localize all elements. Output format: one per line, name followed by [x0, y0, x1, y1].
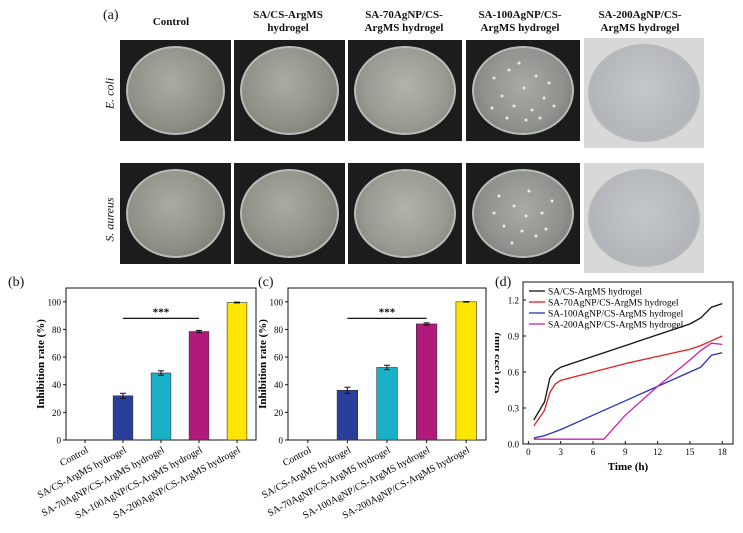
- col-label-line: ArgMS hydrogel: [600, 22, 680, 34]
- x-tick-label: 18: [718, 447, 728, 457]
- y-tick-label: 80: [52, 325, 62, 335]
- y-tick-label: 0.6: [508, 368, 520, 378]
- bar: [188, 331, 210, 441]
- photo-saureus-control: [120, 163, 231, 264]
- y-tick-label: 0: [57, 436, 62, 446]
- series-line: [533, 302, 723, 421]
- y-tick-label: 40: [274, 380, 284, 390]
- x-tick-label: 15: [685, 447, 695, 457]
- y-tick-label: 60: [274, 353, 284, 363]
- y-tick-label: 40: [52, 380, 62, 390]
- series-line: [533, 335, 723, 427]
- photo-ecoli-sa-cs: [234, 40, 345, 141]
- plot-frame: [522, 281, 734, 445]
- panel-a-letter: (a): [103, 8, 119, 23]
- x-axis-label: Time (h): [608, 461, 649, 473]
- col-label-line: SA-100AgNP/CS-: [478, 9, 562, 21]
- petri-dish: [240, 169, 339, 258]
- bar: [226, 302, 248, 441]
- y-axis-label: Inhibition rate (%): [258, 319, 269, 409]
- petri-dish: [472, 46, 574, 135]
- od-chart-d: 0 3 6 9 12 15 18 0.0 0.3 0.6 0.9 1.2 Time (h) OD (595…: [495, 281, 734, 473]
- legend-label: SA-200AgNP/CS-ArgMS hydrogel: [548, 321, 684, 331]
- legend-label: SA-70AgNP/CS-ArgMS hydrogel: [548, 299, 679, 309]
- col-label-line: Control: [152, 16, 190, 28]
- y-tick-label: 60: [52, 353, 62, 363]
- y-tick-label: 1.2: [508, 296, 519, 306]
- legend-label: SA-100AgNP/CS-ArgMS hydrogel: [548, 310, 684, 320]
- x-tick-label: 9: [623, 447, 628, 457]
- y-tick-label: 100: [48, 297, 62, 307]
- y-axis-label: Inhibition rate (%): [35, 319, 47, 409]
- y-tick-label: 20: [52, 408, 62, 418]
- photo-ecoli-control: [120, 40, 231, 141]
- y-tick-label: 0.3: [508, 404, 520, 414]
- col-label-sa-cs: SA/CS-ArgMS hydrogel: [234, 9, 342, 35]
- colony-dots: [492, 189, 554, 245]
- row-label-saureus: S. aureus: [102, 197, 117, 242]
- x-tick-label: 0: [526, 447, 531, 457]
- row-label-ecoli: E. coli: [102, 77, 117, 110]
- significance-label: ***: [153, 306, 170, 318]
- panel-d-letter: (d): [495, 275, 512, 290]
- photo-ecoli-sa-100: [466, 40, 580, 141]
- petri-dish: [126, 46, 225, 135]
- colony-dots: [490, 61, 556, 122]
- photo-saureus-sa-70: [348, 163, 462, 264]
- photo-ecoli-sa-70: [348, 40, 462, 141]
- col-label-sa-200: SA-200AgNP/CS- ArgMS hydrogel: [584, 9, 696, 35]
- series-line: [533, 352, 723, 439]
- x-tick-label: 3: [558, 447, 563, 457]
- bar: [150, 372, 172, 441]
- panel-b-letter: (b): [8, 275, 25, 290]
- petri-dish: [126, 169, 225, 258]
- bar: [376, 367, 398, 441]
- col-label-control: Control: [121, 16, 221, 29]
- petri-dish: [588, 169, 700, 267]
- bar: [416, 323, 438, 441]
- legend-label: SA/CS-ArgMS hydrogel: [548, 288, 642, 298]
- bar: [112, 395, 134, 441]
- col-label-line: hydrogel: [267, 22, 309, 34]
- col-label-sa-70: SA-70AgNP/CS- ArgMS hydrogel: [348, 9, 460, 35]
- col-label-line: ArgMS hydrogel: [364, 22, 444, 34]
- petri-dish: [588, 44, 700, 142]
- petri-dish: [240, 46, 339, 135]
- photo-ecoli-sa-200: [584, 38, 704, 148]
- panel-c-letter: (c): [258, 275, 274, 290]
- photo-saureus-sa-cs: [234, 163, 345, 264]
- y-tick-label: 0.9: [508, 332, 520, 342]
- y-tick-label: 0.0: [508, 440, 520, 450]
- col-label-line: SA/CS-ArgMS: [253, 9, 323, 21]
- bar: [336, 389, 358, 441]
- col-label-line: SA-70AgNP/CS-: [365, 9, 443, 21]
- petri-dish: [472, 169, 574, 258]
- significance-label: ***: [379, 306, 396, 318]
- y-tick-label: 20: [274, 408, 284, 418]
- photo-saureus-sa-100: [466, 163, 580, 264]
- y-tick-label: 80: [274, 325, 284, 335]
- x-tick-label: 12: [653, 447, 662, 457]
- series-line: [533, 342, 723, 440]
- photo-saureus-sa-200: [584, 163, 704, 273]
- petri-dish: [354, 46, 456, 135]
- y-axis-label: OD (595 nm): [495, 332, 502, 393]
- col-label-line: ArgMS hydrogel: [480, 22, 560, 34]
- col-label-line: SA-200AgNP/CS-: [598, 9, 682, 21]
- y-tick-label: 0: [279, 436, 284, 446]
- bar: [455, 301, 477, 441]
- x-tick-label: 6: [591, 447, 596, 457]
- y-tick-label: 100: [270, 297, 284, 307]
- col-label-sa-100: SA-100AgNP/CS- ArgMS hydrogel: [464, 9, 576, 35]
- petri-dish: [354, 169, 456, 258]
